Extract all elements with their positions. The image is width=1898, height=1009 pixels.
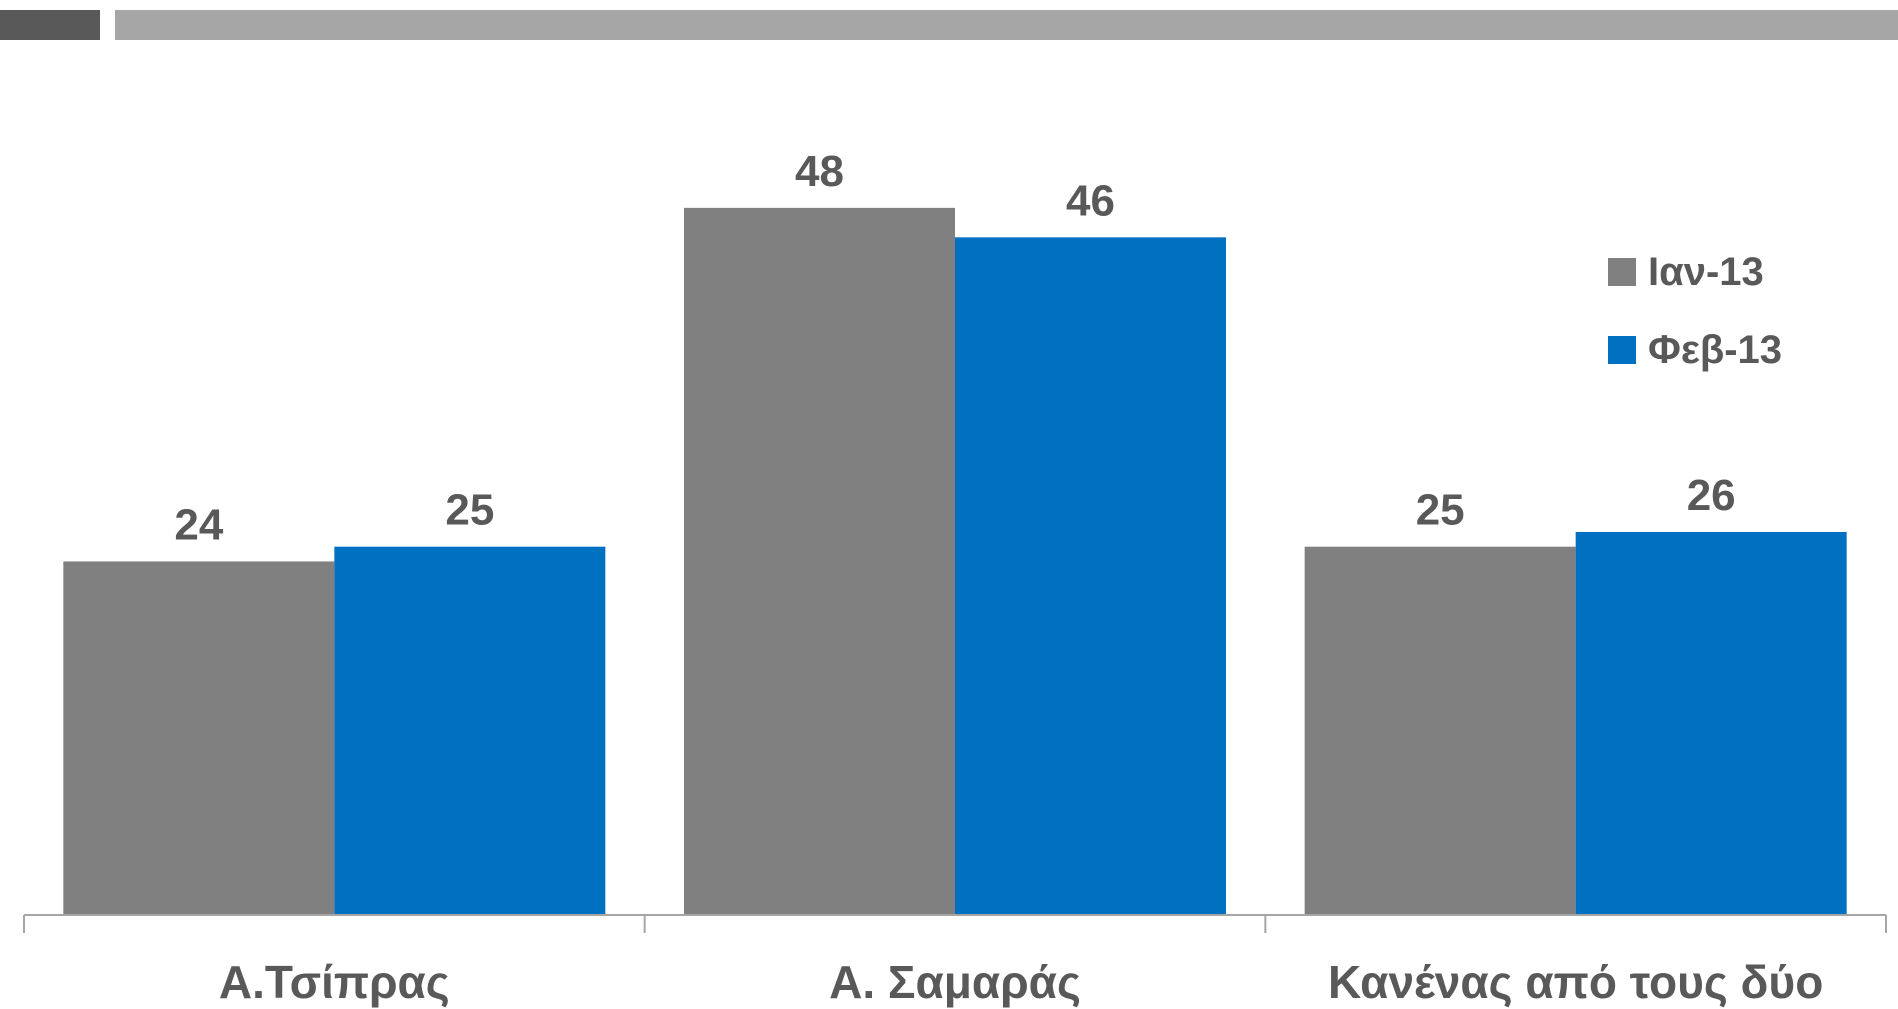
data-label: 46 — [1066, 176, 1115, 225]
legend-swatch — [1608, 258, 1636, 286]
legend-swatch — [1608, 336, 1636, 364]
data-label: 24 — [174, 500, 223, 549]
data-label: 48 — [795, 147, 844, 196]
legend-label: Φεβ-13 — [1648, 328, 1782, 372]
bar — [684, 207, 955, 915]
data-label: 25 — [445, 486, 494, 535]
bar — [955, 237, 1226, 916]
x-tick-label: Κανένας από τους δύο — [1328, 956, 1823, 1008]
data-label: 25 — [1416, 486, 1465, 535]
header-title-bar — [115, 10, 1898, 40]
data-label: 26 — [1687, 471, 1736, 520]
bar — [1575, 531, 1847, 915]
header-accent-bar — [0, 10, 100, 40]
bar — [334, 546, 606, 915]
bar — [63, 561, 335, 915]
legend-label: Ιαν-13 — [1648, 250, 1764, 294]
x-tick-label: Α. Σαμαράς — [829, 956, 1081, 1008]
bar — [1304, 546, 1576, 915]
x-tick-label: Α.Τσίπρας — [219, 956, 450, 1008]
